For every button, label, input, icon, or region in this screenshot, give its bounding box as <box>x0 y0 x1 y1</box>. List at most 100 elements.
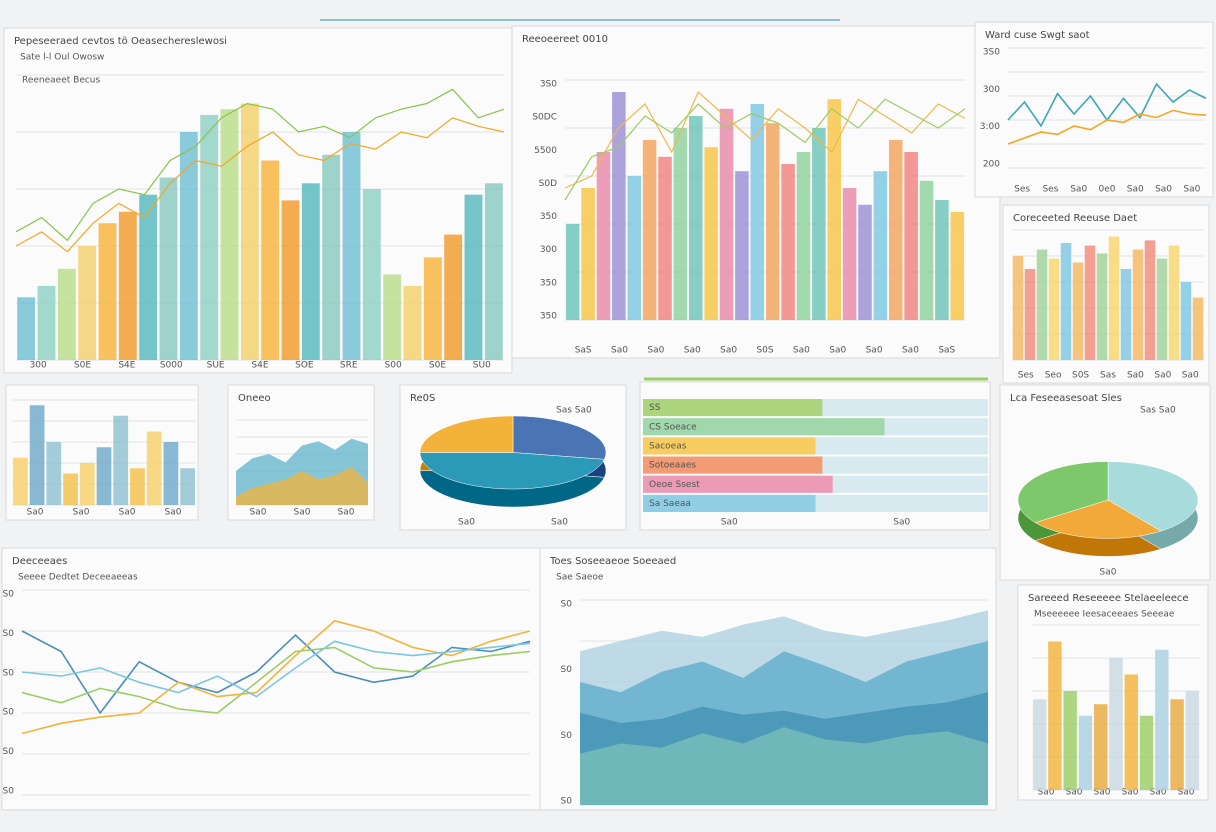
bar <box>1108 236 1120 360</box>
line <box>1007 109 1207 145</box>
x-tick-label: Ses <box>1018 371 1034 381</box>
x-tick-label: Sa0 <box>1183 185 1200 195</box>
x-tick-label: SUE <box>207 361 225 371</box>
bar <box>163 442 179 505</box>
bar <box>950 212 965 320</box>
bar <box>423 257 442 360</box>
bar <box>735 171 749 320</box>
y-tick-label: S0 <box>561 665 573 675</box>
y-tick-label: 200 <box>983 160 1000 170</box>
bar <box>179 132 198 360</box>
y-tick-label: 5500 <box>534 146 557 156</box>
hbar-rest <box>822 456 988 474</box>
pie-slice <box>1107 461 1199 532</box>
bar <box>1063 691 1077 790</box>
x-tick-label: Sa0 <box>551 518 568 528</box>
panel-subtitle: Sae Saeoe <box>556 573 604 583</box>
area <box>580 727 988 805</box>
bar <box>1048 641 1062 790</box>
hbar-label: Sa Saeaa <box>649 499 691 509</box>
panel-subtitle: Seeee Dedtet Deceeaeeas <box>18 573 138 583</box>
y-tick-label: S0 <box>561 797 573 807</box>
hbar-label: Sotoeaaes <box>649 461 696 471</box>
panel-subtitle: Mseeeeee Ieesaceeaes Seeeae <box>1034 610 1175 620</box>
y-tick-label: S0 <box>561 731 573 741</box>
bar <box>1185 691 1200 790</box>
y-tick-label: S0D <box>539 179 557 189</box>
bar <box>1072 262 1084 360</box>
bar <box>139 194 158 360</box>
bar <box>1120 269 1132 360</box>
hbar-label: Oeoe Ssest <box>649 480 700 490</box>
bar <box>362 189 381 360</box>
bar <box>1012 256 1024 360</box>
bar <box>858 204 872 320</box>
panel-title: Coreceeted Reeuse Daet <box>1013 213 1137 224</box>
bar <box>130 468 145 505</box>
x-tick-label: S0E <box>429 361 446 371</box>
bar <box>1180 282 1192 360</box>
x-tick-label: Sa0 <box>250 508 267 518</box>
bar <box>1192 297 1204 360</box>
area <box>236 466 368 505</box>
line <box>21 646 531 714</box>
bar <box>781 164 795 320</box>
x-tick-label: Sa0 <box>720 346 737 356</box>
pie-slice <box>512 415 607 460</box>
bar <box>1124 674 1138 790</box>
hbar <box>643 456 823 474</box>
bar <box>79 463 95 505</box>
x-tick-label: Sa0 <box>165 508 182 518</box>
bar <box>1096 253 1108 360</box>
line <box>21 619 531 735</box>
bar <box>200 114 219 361</box>
bar <box>37 285 56 360</box>
hbar-label: SS <box>649 403 661 413</box>
line <box>564 98 966 201</box>
bar <box>159 177 178 360</box>
x-tick-label: Sa0 <box>1155 185 1172 195</box>
x-tick-label: SOE <box>295 361 314 371</box>
bar <box>146 431 162 505</box>
bar <box>627 176 641 320</box>
line <box>15 117 505 253</box>
hbar <box>643 475 833 493</box>
x-tick-label: Sa0 <box>1154 371 1171 381</box>
pie-slice <box>419 452 605 490</box>
line <box>21 640 531 698</box>
y-tick-label: S0 <box>3 708 15 718</box>
bar <box>46 442 62 505</box>
bar <box>1078 715 1093 790</box>
x-tick-label: Sa0 <box>1070 185 1087 195</box>
panel-title: Deeceeaes <box>12 556 67 567</box>
y-tick-label: 300 <box>983 85 1000 95</box>
x-tick-label: Sa0 <box>119 508 136 518</box>
bar <box>1060 243 1072 360</box>
y-tick-label: 3S0 <box>983 48 1000 58</box>
panel-label: Sas Sa0 <box>1140 406 1176 416</box>
x-tick-label: Sa0 <box>1066 788 1083 798</box>
y-tick-label: 300 <box>540 245 557 255</box>
bar <box>1170 699 1184 790</box>
bar <box>919 180 934 320</box>
bar <box>1168 245 1180 360</box>
x-tick-label: Seo <box>1045 371 1062 381</box>
y-tick-label: 3:00 <box>980 122 1000 132</box>
bar <box>63 473 78 505</box>
bar <box>1024 269 1036 360</box>
y-tick-label: S0 <box>561 600 573 610</box>
panel-title: Sareeed Reseeeee Stelaeeleece <box>1028 593 1189 604</box>
line <box>564 91 966 189</box>
x-tick-label: S000 <box>160 361 183 371</box>
y-tick-label: S0 <box>3 629 15 639</box>
panel-label: Reeneaeet Becus <box>22 76 101 86</box>
bar <box>281 200 300 360</box>
bar <box>301 183 320 360</box>
x-tick-label: S00 <box>385 361 402 371</box>
x-tick-label: Sa0 <box>902 346 919 356</box>
bar <box>904 152 918 320</box>
bar <box>842 188 857 320</box>
bar <box>78 246 97 360</box>
y-tick-label: S0DC <box>532 113 557 123</box>
